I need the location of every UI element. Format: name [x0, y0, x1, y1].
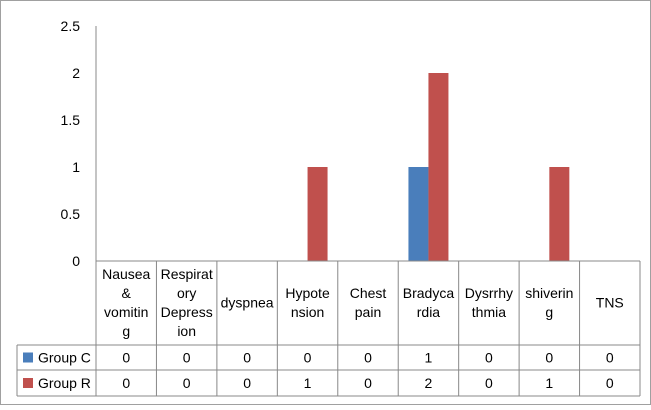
x-tick-label: thmia	[472, 304, 506, 320]
bar-group-c-5	[408, 167, 429, 261]
legend-label: Group R	[38, 375, 91, 391]
x-tick-label: &	[122, 285, 132, 301]
x-tick-label: vomitin	[104, 304, 148, 320]
legend-swatch-group-r	[23, 378, 33, 388]
data-table-value: 0	[243, 375, 251, 391]
x-tick-label: TNS	[596, 295, 624, 311]
y-tick-label: 1	[72, 159, 80, 175]
y-tick-label: 2	[72, 65, 80, 81]
x-tick-label: Depress	[161, 304, 213, 320]
data-table-value: 1	[304, 375, 312, 391]
x-tick-label: ory	[177, 285, 196, 301]
data-table-value: 0	[122, 375, 130, 391]
y-tick-label: 1.5	[61, 112, 81, 128]
bar-group-r-7	[549, 167, 570, 261]
data-table-value: 0	[183, 375, 191, 391]
x-tick-label: Nausea	[102, 266, 150, 282]
data-table-value: 0	[364, 350, 372, 366]
data-table-value: 0	[243, 350, 251, 366]
data-table-value: 0	[606, 350, 614, 366]
x-tick-label: Hypote	[285, 285, 330, 301]
data-table-value: 0	[485, 350, 493, 366]
x-tick-label: g	[122, 323, 130, 339]
x-tick-label: nsion	[291, 304, 324, 320]
bar-group-r-5	[428, 73, 449, 261]
y-tick-label: 0	[72, 253, 80, 269]
x-tick-label: pain	[355, 304, 381, 320]
y-tick-label: 2.5	[61, 18, 81, 34]
data-table-value: 0	[364, 375, 372, 391]
data-table-value: 0	[545, 350, 553, 366]
data-table-value: 0	[304, 350, 312, 366]
x-tick-label: Dysrrhy	[465, 285, 513, 301]
data-table-value: 1	[425, 350, 433, 366]
x-tick-label: Chest	[350, 285, 387, 301]
x-tick-label: g	[545, 304, 553, 320]
data-table-value: 0	[485, 375, 493, 391]
x-tick-label: ion	[177, 323, 196, 339]
legend-swatch-group-c	[23, 352, 33, 363]
data-table-value: 0	[606, 375, 614, 391]
x-tick-label: dyspnea	[221, 295, 274, 311]
data-table-value: 2	[425, 375, 433, 391]
bar-group-r-3	[307, 167, 328, 261]
y-tick-label: 0.5	[61, 206, 81, 222]
x-tick-label: Bradyca	[403, 285, 455, 301]
data-table-value: 0	[183, 350, 191, 366]
x-tick-label: Respirat	[161, 266, 213, 282]
data-table-value: 1	[545, 375, 553, 391]
x-tick-label: rdia	[417, 304, 441, 320]
x-tick-label: shiverin	[525, 285, 573, 301]
data-table-value: 0	[122, 350, 130, 366]
legend-label: Group C	[38, 350, 91, 366]
